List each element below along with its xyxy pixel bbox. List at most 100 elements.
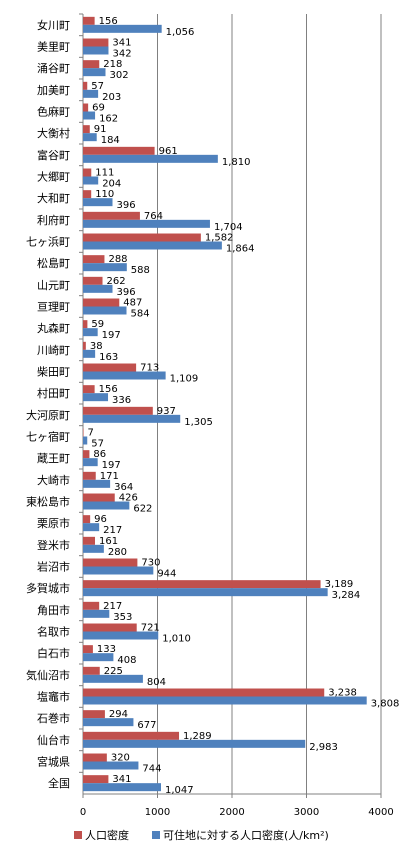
value-label-habitable-density: 1,810 xyxy=(222,157,251,168)
value-label-density: 38 xyxy=(90,341,103,352)
bar-population-density xyxy=(83,450,90,459)
bar-population-density xyxy=(83,493,115,502)
bar-population-density xyxy=(83,731,180,740)
bar-habitable-density xyxy=(83,219,210,228)
bar-population-density xyxy=(83,536,95,545)
value-label-density: 59 xyxy=(91,319,104,330)
value-label-habitable-density: 336 xyxy=(112,395,131,406)
bar-population-density xyxy=(83,471,96,480)
category-label: 加美町 xyxy=(37,84,70,97)
bar-habitable-density xyxy=(83,111,96,120)
bar-habitable-density xyxy=(83,479,111,488)
bar-habitable-density xyxy=(83,154,218,163)
value-label-density: 161 xyxy=(99,536,118,547)
bar-population-density xyxy=(83,666,100,675)
bar-population-density xyxy=(83,688,325,697)
value-label-habitable-density: 1,109 xyxy=(170,374,199,385)
category-label: 大崎市 xyxy=(37,473,70,487)
value-label-density: 86 xyxy=(93,449,106,460)
value-label-habitable-density: 1,864 xyxy=(226,244,255,255)
value-label-density: 57 xyxy=(91,81,104,92)
x-axis-ticks: 0 1000 2000 3000 4000 xyxy=(80,794,394,818)
value-label-habitable-density: 342 xyxy=(112,49,131,60)
bar-habitable-density xyxy=(83,328,98,337)
value-label-habitable-density: 197 xyxy=(102,330,121,341)
bar-population-density xyxy=(83,363,137,372)
category-label: 富谷町 xyxy=(37,148,70,162)
category-label: 名取市 xyxy=(37,625,70,639)
bar-habitable-density xyxy=(83,89,99,98)
value-label-density: 487 xyxy=(123,298,142,309)
category-label: 女川町 xyxy=(37,18,70,32)
bar-population-density xyxy=(83,233,201,242)
bar-population-density xyxy=(83,276,103,285)
category-label: 大衡村 xyxy=(37,126,70,140)
bar-population-density xyxy=(83,255,105,264)
bar-habitable-density xyxy=(83,501,130,510)
category-label: 村田町 xyxy=(37,386,70,400)
category-label: 亘理町 xyxy=(37,301,70,314)
value-label-habitable-density: 364 xyxy=(114,482,133,493)
value-label-habitable-density: 2,983 xyxy=(309,742,338,753)
value-label-density: 294 xyxy=(109,709,128,720)
value-label-density: 225 xyxy=(104,666,123,677)
bar-habitable-density xyxy=(83,414,181,423)
category-label: 登米市 xyxy=(37,538,70,552)
value-label-habitable-density: 184 xyxy=(101,135,120,146)
value-label-habitable-density: 1,704 xyxy=(214,222,243,233)
category-label: 七ヶ宿町 xyxy=(26,430,70,444)
bar-habitable-density xyxy=(83,718,134,727)
value-label-density: 69 xyxy=(92,103,105,114)
legend: 人口密度 可住地に対する人口密度(人/km²) xyxy=(74,828,329,842)
bar-habitable-density xyxy=(83,566,154,575)
bar-population-density xyxy=(83,341,86,350)
value-label-density: 3,189 xyxy=(325,579,354,590)
bar-population-density xyxy=(83,515,91,524)
bar-population-density xyxy=(83,558,138,567)
legend-swatch-density xyxy=(74,831,82,839)
value-label-density: 156 xyxy=(99,16,118,27)
value-label-habitable-density: 408 xyxy=(117,655,136,666)
category-label: 大郷町 xyxy=(37,170,70,184)
bar-population-density xyxy=(83,60,100,69)
category-label: 東松島市 xyxy=(26,495,70,509)
bar-habitable-density xyxy=(83,176,99,185)
bar-habitable-density xyxy=(83,46,109,55)
value-label-density: 937 xyxy=(157,406,176,417)
bar-population-density xyxy=(83,428,84,437)
bar-habitable-density xyxy=(83,674,143,683)
value-label-density: 961 xyxy=(159,146,178,157)
value-label-habitable-density: 302 xyxy=(109,70,128,81)
value-label-density: 320 xyxy=(111,753,130,764)
bar-habitable-density xyxy=(83,653,114,662)
category-label: 蔵王町 xyxy=(37,452,70,465)
value-label-habitable-density: 804 xyxy=(147,677,166,688)
category-label: 宮城県 xyxy=(37,755,70,769)
bar-habitable-density xyxy=(83,739,306,748)
value-label-habitable-density: 588 xyxy=(131,265,150,276)
category-label: 白石市 xyxy=(37,646,70,660)
value-label-habitable-density: 944 xyxy=(157,569,176,580)
bar-population-density xyxy=(83,775,109,784)
value-label-habitable-density: 280 xyxy=(108,547,127,558)
value-label-density: 426 xyxy=(119,493,138,504)
bar-habitable-density xyxy=(83,436,88,445)
bar-habitable-density xyxy=(83,284,113,293)
bar-population-density xyxy=(83,385,95,394)
category-label: 気仙沼市 xyxy=(26,668,70,682)
value-label-habitable-density: 197 xyxy=(102,460,121,471)
category-label: 涌谷町 xyxy=(37,62,70,75)
value-label-density: 111 xyxy=(95,168,114,179)
bar-population-density xyxy=(83,16,95,25)
value-label-density: 96 xyxy=(94,514,107,525)
value-label-density: 91 xyxy=(94,124,107,135)
category-label: 松島町 xyxy=(37,256,70,270)
value-label-habitable-density: 163 xyxy=(99,352,118,363)
bar-population-density xyxy=(83,38,109,47)
value-label-density: 713 xyxy=(140,363,159,374)
category-label: 岩沼市 xyxy=(37,560,70,574)
category-label: 全国 xyxy=(48,776,70,790)
bar-population-density xyxy=(83,580,321,589)
value-label-density: 1,289 xyxy=(183,731,212,742)
